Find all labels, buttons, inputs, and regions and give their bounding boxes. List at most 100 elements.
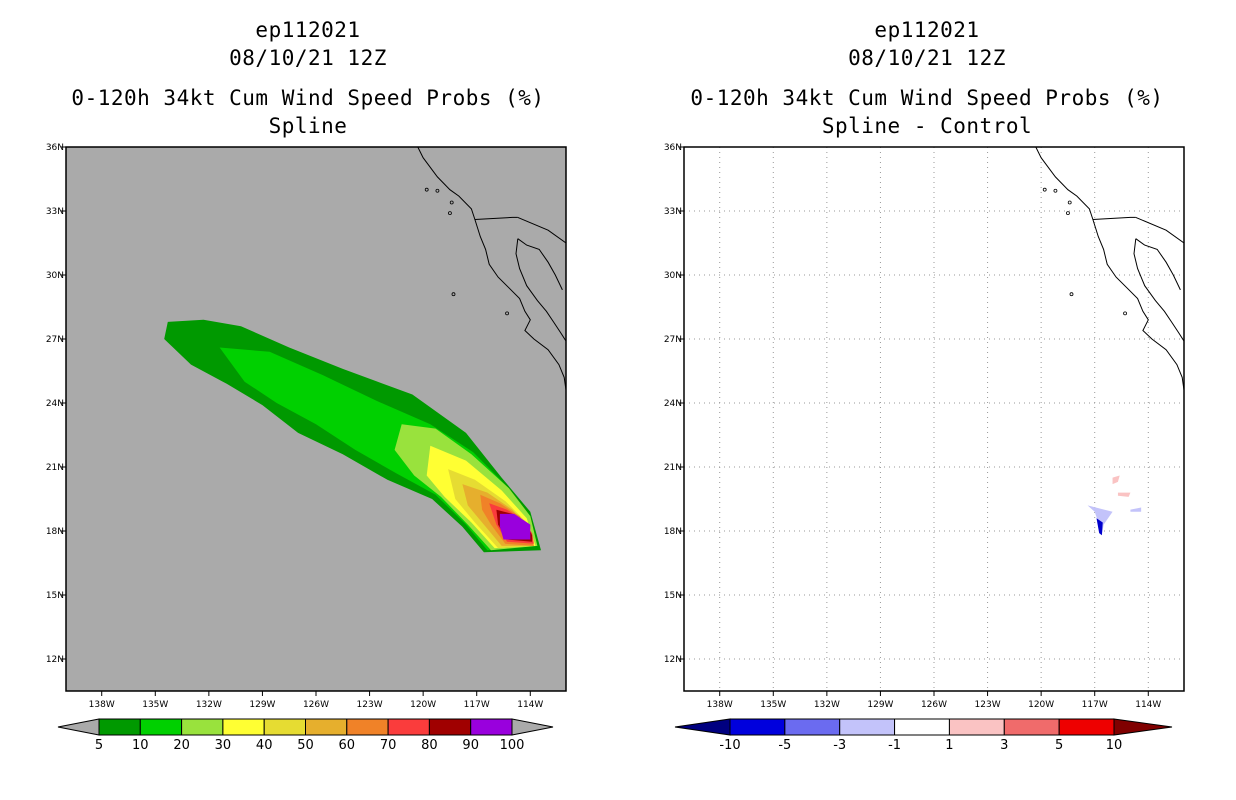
coastline (1133, 238, 1184, 342)
y-tick-label: 30N (664, 271, 682, 281)
left-title-storm-id: ep112021 (255, 18, 361, 42)
colorbar-label: 5 (1055, 738, 1063, 753)
colorbar-label: 10 (1106, 738, 1123, 753)
colorbar-label: 3 (1000, 738, 1008, 753)
colorbar-label: 30 (215, 738, 232, 753)
colorbar-swatch (894, 718, 950, 736)
colorbar-label: 100 (500, 738, 525, 753)
island (1067, 200, 1072, 205)
island (449, 200, 454, 205)
colorbar-swatch (948, 718, 1005, 736)
colorbar-swatch (222, 718, 265, 736)
y-tick-label: 15N (46, 591, 64, 601)
right-title-method: Spline - Control (821, 114, 1033, 138)
right-title-date: 08/10/21 12Z (848, 46, 1006, 70)
anomaly-negative-small (1130, 507, 1142, 512)
colorbar-swatch (139, 718, 183, 736)
anomaly-negative-area (1087, 505, 1113, 536)
island (1123, 311, 1127, 316)
x-tick-label: 114W (1135, 700, 1161, 710)
coastline (517, 238, 563, 291)
colorbar-label: 20 (173, 738, 190, 753)
colorbar-swatch (181, 718, 224, 736)
coastline (417, 147, 566, 403)
y-tick-label: 18N (46, 527, 64, 537)
colorbar-swatch (387, 718, 430, 736)
y-tick-label: 27N (46, 335, 64, 345)
left-title-date: 08/10/21 12Z (229, 46, 387, 70)
y-tick-label: 33N (46, 207, 64, 217)
island (424, 187, 429, 192)
left-title-product: 0-120h 34kt Cum Wind Speed Probs (%) (71, 86, 545, 110)
colorbar-label: 5 (95, 738, 103, 753)
x-tick-label: 123W (357, 700, 383, 710)
colorbar-high-arrow (511, 718, 554, 736)
y-tick-label: 12N (46, 655, 64, 665)
colorbar: 5 10 20 30 40 50 60 70 80 90 100 (57, 718, 554, 753)
x-tick-label: 117W (464, 700, 490, 710)
colorbar-label: 80 (421, 738, 438, 753)
island (1069, 292, 1074, 297)
colorbar-swatch (839, 718, 896, 736)
y-tick-label: 36N (664, 143, 682, 153)
left-title-method: Spline (268, 114, 348, 138)
x-tick-label: 132W (814, 700, 840, 710)
left-map-panel: 138W 135W 132W 129W 126W 123W 120W 117W 114W 12N 1… (46, 143, 567, 753)
coastline (515, 238, 566, 342)
colorbar-label: 10 (132, 738, 149, 753)
colorbar-label: 90 (462, 738, 479, 753)
y-tick-label: 18N (664, 527, 682, 537)
island (448, 211, 452, 216)
colorbar-label: -3 (833, 738, 846, 753)
x-tick-label: 135W (760, 700, 786, 710)
colorbar-swatch (470, 718, 513, 736)
colorbar-swatch (305, 718, 348, 736)
island (435, 188, 440, 193)
right-title-product: 0-120h 34kt Cum Wind Speed Probs (%) (690, 86, 1164, 110)
right-chart-title: ep112021 08/10/21 12Z 0-120h 34kt Cum Wi… (677, 16, 1177, 140)
x-tick-label: 126W (921, 700, 947, 710)
left-chart-title: ep112021 08/10/21 12Z 0-120h 34kt Cum Wi… (58, 16, 558, 140)
x-tick-label: 114W (517, 700, 543, 710)
contour-90 (499, 513, 531, 540)
colorbar-label: -10 (719, 738, 740, 753)
y-tick-label: 24N (664, 399, 682, 409)
y-tick-label: 21N (664, 463, 682, 473)
coastline (517, 216, 566, 244)
coastline (1092, 216, 1136, 220)
y-tick-label: 15N (664, 591, 682, 601)
x-tick-label: 117W (1082, 700, 1108, 710)
island (1053, 188, 1058, 193)
island (1042, 187, 1047, 192)
colorbar-label: -1 (888, 738, 901, 753)
y-tick-label: 30N (46, 271, 64, 281)
x-tick-label: 132W (196, 700, 222, 710)
colorbar-swatch (428, 718, 472, 736)
right-map-panel: 138W 135W 132W 129W 126W 123W 120W 117W 114W 12N 1… (664, 143, 1185, 753)
x-tick-label: 129W (249, 700, 275, 710)
colorbar-low-arrow (57, 718, 100, 736)
anomaly-positive-2 (1117, 492, 1131, 497)
y-tick-label: 36N (46, 143, 64, 153)
colorbar-label: 70 (380, 738, 397, 753)
x-tick-label: 120W (1028, 700, 1054, 710)
colorbar-swatch (98, 718, 141, 736)
colorbar-swatch (1058, 718, 1115, 736)
x-tick-label: 138W (89, 700, 115, 710)
y-tick-label: 12N (664, 655, 682, 665)
colorbar-swatch (1003, 718, 1060, 736)
coastline (1135, 216, 1184, 244)
right-title-storm-id: ep112021 (874, 18, 980, 42)
coastline (474, 216, 518, 220)
x-tick-label: 123W (975, 700, 1001, 710)
colorbar: -10 -5 -3 -1 1 3 5 10 (674, 718, 1173, 753)
island (505, 311, 509, 316)
y-tick-label: 33N (664, 207, 682, 217)
colorbar-label: 1 (945, 738, 953, 753)
map-background (684, 147, 1184, 691)
anomaly-positive-1 (1112, 475, 1120, 485)
coastline (1135, 238, 1181, 291)
x-tick-label: 120W (410, 700, 436, 710)
x-tick-label: 126W (303, 700, 329, 710)
